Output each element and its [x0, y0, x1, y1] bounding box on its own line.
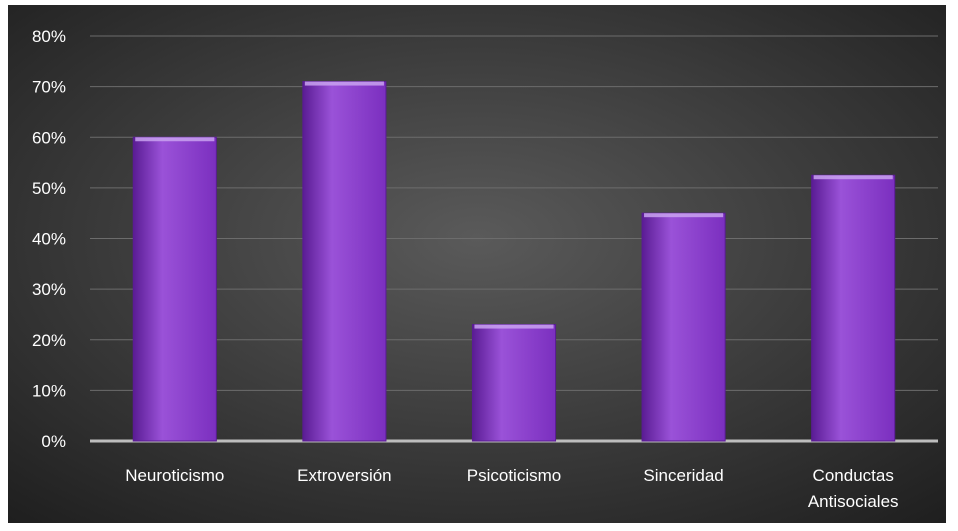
bar [302, 81, 387, 442]
bar-highlight [644, 213, 724, 218]
bar-highlight [813, 175, 893, 180]
bar-highlight [135, 137, 215, 142]
x-tick-label: Psicoticismo [467, 466, 561, 485]
y-tick-label: 0% [41, 432, 66, 451]
y-tick-label: 80% [32, 27, 66, 46]
bar [132, 136, 217, 442]
bar-chart: 0% 10% 20% 30% 40% 50% 60% 70% 80% Neuroticismo E… [8, 5, 946, 523]
x-tick-label: Conductas [813, 466, 894, 485]
x-axis-ticks: Neuroticismo Extroversión Psicoticismo Sinc… [125, 466, 898, 511]
y-axis-ticks: 0% 10% 20% 30% 40% 50% 60% 70% 80% [32, 27, 66, 451]
bar [641, 212, 726, 442]
y-tick-label: 60% [32, 128, 66, 147]
x-tick-label: Neuroticismo [125, 466, 224, 485]
y-tick-label: 10% [32, 381, 66, 400]
y-tick-label: 20% [32, 331, 66, 350]
y-tick-label: 50% [32, 179, 66, 198]
bars [132, 81, 896, 442]
chart-area: 0% 10% 20% 30% 40% 50% 60% 70% 80% Neuroticismo E… [8, 5, 946, 523]
y-tick-label: 30% [32, 280, 66, 299]
x-tick-label: Sinceridad [643, 466, 723, 485]
bar [811, 174, 896, 442]
bar-highlight [474, 324, 554, 329]
x-tick-label: Extroversión [297, 466, 391, 485]
y-tick-label: 70% [32, 78, 66, 97]
x-tick-label: Antisociales [808, 492, 899, 511]
bar-highlight [304, 81, 384, 86]
bar [471, 324, 557, 442]
y-tick-label: 40% [32, 230, 66, 249]
